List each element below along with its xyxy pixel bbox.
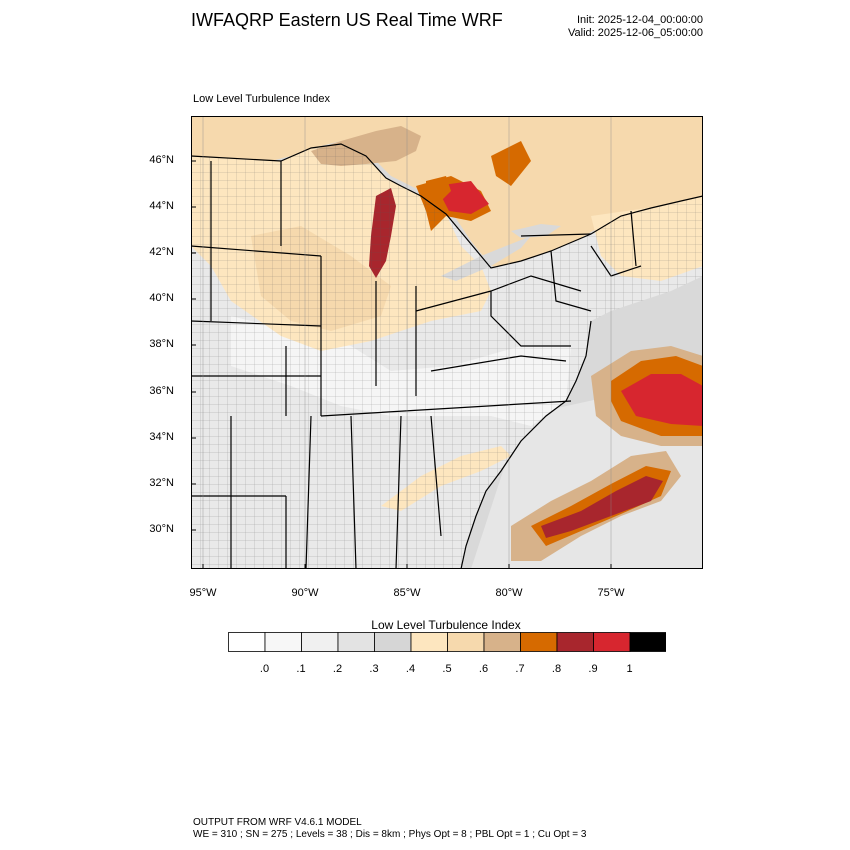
colorbar-swatch (228, 632, 266, 652)
colorbar-tick-label: .9 (588, 663, 598, 675)
colorbar (228, 632, 666, 652)
lon-label: 75°W (597, 587, 625, 599)
lat-label: 30°N (149, 523, 174, 535)
colorbar-tick-label: .4 (405, 663, 416, 675)
colorbar-tick-label: .6 (478, 663, 489, 675)
colorbar-swatch (520, 632, 558, 652)
lon-label: 80°W (495, 587, 523, 599)
colorbar-tick-label: .3 (369, 663, 379, 675)
colorbar-tick-label: .0 (259, 663, 270, 675)
colorbar-swatch (264, 632, 302, 652)
colorbar-swatch (593, 632, 631, 652)
colorbar-swatch (374, 632, 412, 652)
model-footer: OUTPUT FROM WRF V4.6.1 MODEL WE = 310 ; … (193, 817, 586, 841)
atlantic-system-north-red (621, 374, 703, 426)
state-boundaries (191, 143, 703, 569)
lake-michigan-upper (426, 176, 451, 206)
lon-label: 90°W (291, 587, 319, 599)
lat-label: 32°N (149, 477, 174, 489)
atlantic-system-south-darkred (541, 476, 663, 538)
colorbar-swatch (629, 632, 666, 652)
colorbar-tick-label: 1 (626, 663, 633, 675)
county-grid (191, 144, 703, 569)
colorbar-swatch (410, 632, 448, 652)
footer-line-1: OUTPUT FROM WRF V4.6.1 MODEL (193, 817, 362, 828)
colorbar-tick-label: .5 (442, 663, 452, 675)
lat-label: 42°N (149, 246, 174, 258)
graticule (202, 116, 612, 569)
lat-label: 34°N (149, 431, 174, 443)
lat-label: 46°N (149, 154, 174, 166)
lat-label: 38°N (149, 338, 174, 350)
turbulence-map (191, 116, 703, 569)
colorbar-title: Low Level Turbulence Index (371, 618, 521, 632)
lon-label: 95°W (189, 587, 217, 599)
lat-label: 36°N (149, 385, 174, 397)
colorbar-tick-label: .1 (296, 663, 306, 675)
map-subtitle: Low Level Turbulence Index (193, 93, 330, 105)
colorbar-tick-label: .8 (551, 663, 562, 675)
footer-line-2: WE = 310 ; SN = 275 ; Levels = 38 ; Dis … (193, 829, 587, 840)
lon-label: 85°W (393, 587, 421, 599)
colorbar-swatch (337, 632, 375, 652)
lat-label: 40°N (149, 292, 174, 304)
colorbar-tick-label: .2 (332, 663, 343, 675)
colorbar-swatch (483, 632, 521, 652)
run-times: Init: 2025-12-04_00:00:00 Valid: 2025-12… (500, 14, 703, 40)
page-title: IWFAQRP Eastern US Real Time WRF (191, 10, 503, 30)
axis-ticks (191, 160, 612, 569)
colorbar-tick-label: .7 (515, 663, 525, 675)
lat-label: 44°N (149, 200, 174, 212)
valid-time: Valid: 2025-12-06_05:00:00 (568, 27, 703, 39)
init-time: Init: 2025-12-04_00:00:00 (577, 14, 703, 26)
colorbar-swatch (556, 632, 594, 652)
lake-ontario (511, 224, 561, 238)
colorbar-swatch (447, 632, 485, 652)
ontario-orange (491, 141, 531, 186)
colorbar-swatch (301, 632, 339, 652)
